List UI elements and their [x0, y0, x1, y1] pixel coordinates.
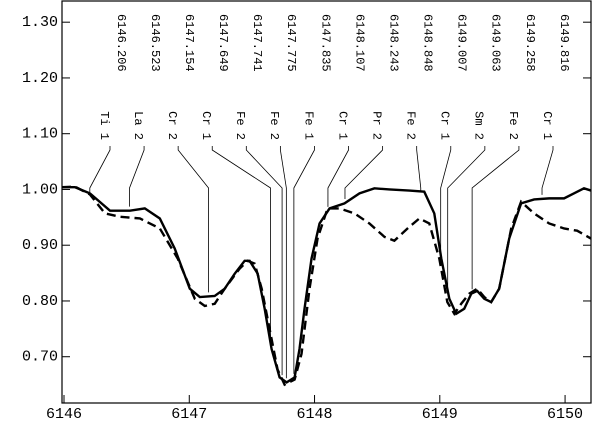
- leader-line: [129, 146, 145, 207]
- leader-line: [416, 146, 422, 192]
- x-tick-label: 6148: [297, 406, 333, 422]
- line-element: Cr 1: [199, 111, 213, 140]
- leader-line: [541, 146, 554, 195]
- leader-line: [327, 146, 349, 207]
- leader-line: [344, 146, 384, 200]
- line-element: Cr 2: [165, 111, 179, 140]
- line-wavelength: 6149.063: [489, 14, 503, 72]
- x-tick-label: 6149: [422, 406, 458, 422]
- line-element: Sm 2: [472, 111, 486, 140]
- line-element: Fe 2: [506, 111, 520, 140]
- line-wavelength: 6147.741: [250, 14, 264, 72]
- line-element: Fe 2: [404, 111, 418, 140]
- leader-line: [279, 146, 287, 379]
- line-element: La 2: [131, 111, 145, 140]
- line-element: Cr 1: [540, 111, 554, 140]
- line-element: Cr 1: [335, 111, 349, 140]
- x-tick-label: 6147: [171, 406, 207, 422]
- line-wavelength: 6147.775: [284, 14, 298, 72]
- plot-frame: [61, 0, 592, 404]
- line-wavelength: 6147.835: [318, 14, 332, 72]
- leader-line: [471, 146, 520, 290]
- y-tick-label: 1.00: [22, 181, 58, 198]
- x-tick-label: 6150: [547, 406, 583, 422]
- line-wavelength: 6148.848: [421, 14, 435, 72]
- leader-line: [440, 146, 452, 251]
- line-element: Fe 2: [233, 111, 247, 140]
- line-element: Cr 1: [438, 111, 452, 140]
- leader-line: [245, 146, 283, 376]
- line-element: Fe 1: [301, 111, 315, 140]
- spectrum-line: [61, 185, 592, 387]
- y-tick-label: 0.80: [22, 293, 58, 310]
- leader-line: [293, 146, 315, 374]
- line-wavelength: 6146.523: [148, 14, 162, 72]
- leader-line: [211, 146, 271, 340]
- y-tick-label: 0.90: [22, 237, 58, 254]
- line-element: Ti 1: [97, 111, 111, 140]
- line-wavelength: 6149.816: [557, 14, 571, 72]
- line-wavelength: 6148.243: [386, 14, 400, 72]
- y-tick-label: 1.20: [22, 70, 58, 87]
- leader-line: [177, 146, 209, 293]
- line-element: Pr 2: [369, 111, 383, 140]
- y-tick-label: 1.30: [22, 14, 58, 31]
- leader-line: [89, 146, 111, 192]
- line-wavelength: 6146.206: [114, 14, 128, 72]
- line-wavelength: 6148.107: [352, 14, 366, 72]
- line-wavelength: 6147.649: [216, 14, 230, 72]
- y-tick-label: 0.70: [22, 349, 58, 366]
- line-wavelength: 6149.007: [455, 14, 469, 72]
- line-wavelength: 6149.258: [523, 14, 537, 72]
- line-wavelength: 6147.154: [182, 14, 196, 72]
- spectrum-line: [62, 186, 592, 384]
- x-tick-label: 6146: [46, 406, 82, 422]
- line-element: Fe 2: [267, 111, 281, 140]
- leader-line: [447, 146, 486, 287]
- y-tick-label: 1.10: [22, 126, 58, 143]
